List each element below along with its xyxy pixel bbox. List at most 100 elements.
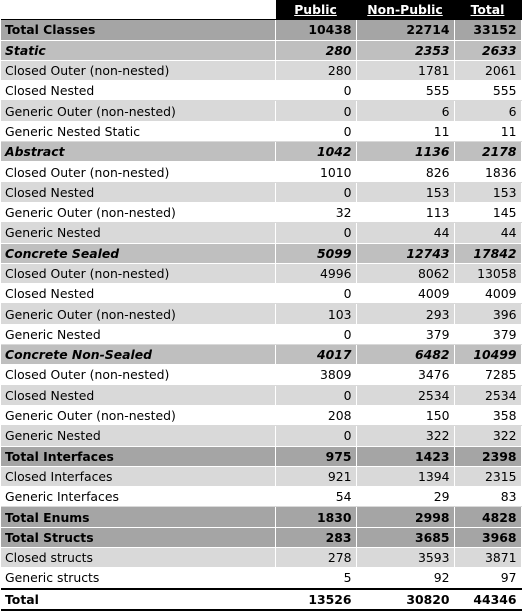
non-public-value: 2534	[356, 385, 455, 406]
total-value: 4828	[454, 506, 522, 528]
public-value: 32	[275, 202, 357, 224]
row-label: Closed Nested	[1, 182, 276, 203]
table-row: Total Classes 10438 22714 33152	[1, 19, 522, 41]
non-public-value: 153	[356, 182, 455, 203]
public-value: 0	[275, 100, 357, 122]
total-value: 6	[454, 100, 522, 122]
total-value: 2178	[454, 141, 522, 163]
row-label: Generic Outer (non-nested)	[1, 303, 276, 325]
non-public-value: 379	[356, 324, 455, 346]
table-row: Generic Outer (non-nested) 0 6 6	[1, 100, 522, 122]
row-label: Concrete Non-Sealed	[1, 344, 276, 366]
row-label: Closed structs	[1, 547, 276, 569]
total-value: 2061	[454, 60, 522, 82]
table-row: Abstract 1042 1136 2178	[1, 141, 522, 163]
row-label: Closed Interfaces	[1, 466, 276, 488]
non-public-value: 11	[356, 121, 455, 143]
table-row: Generic Outer (non-nested) 208 150 358	[1, 405, 522, 427]
public-value: 5099	[275, 243, 357, 264]
row-label: Total Enums	[1, 506, 276, 528]
row-label: Generic Interfaces	[1, 486, 276, 508]
row-label: Closed Nested	[1, 283, 276, 305]
total-value: 2633	[454, 40, 522, 61]
non-public-value: 293	[356, 303, 455, 325]
public-value: 4996	[275, 263, 357, 285]
total-value: 396	[454, 303, 522, 325]
table-row: Generic Nested 0 379 379	[1, 324, 522, 346]
row-label: Generic structs	[1, 567, 276, 590]
table-row: Generic structs 5 92 97	[1, 567, 522, 590]
non-public-value: 3476	[356, 364, 455, 386]
total-value: 44	[454, 222, 522, 244]
row-label: Closed Outer (non-nested)	[1, 60, 276, 82]
row-label: Generic Outer (non-nested)	[1, 405, 276, 427]
public-value: 0	[275, 425, 357, 447]
row-label: Generic Outer (non-nested)	[1, 100, 276, 122]
public-value: 0	[275, 222, 357, 244]
table-row: Total Structs 283 3685 3968	[1, 527, 522, 549]
row-label: Total Classes	[1, 19, 276, 41]
public-value: 54	[275, 486, 357, 508]
non-public-value: 8062	[356, 263, 455, 285]
total-value: 83	[454, 486, 522, 508]
table-row: Closed Nested 0 153 153	[1, 182, 522, 203]
non-public-value: 44	[356, 222, 455, 244]
public-value: 278	[275, 547, 357, 569]
table-row: Closed Interfaces 921 1394 2315	[1, 466, 522, 488]
table-row: Total Enums 1830 2998 4828	[1, 506, 522, 528]
non-public-value: 2998	[356, 506, 455, 528]
row-label: Generic Nested Static	[1, 121, 276, 143]
total-value: 3968	[454, 527, 522, 549]
non-public-value: 3685	[356, 527, 455, 549]
table-row: Total Interfaces 975 1423 2398	[1, 446, 522, 467]
table-row: Generic Outer (non-nested) 103 293 396	[1, 303, 522, 325]
public-value: 1010	[275, 161, 357, 183]
row-label: Generic Nested	[1, 425, 276, 447]
table-row: Closed Nested 0 4009 4009	[1, 283, 522, 305]
total-value: 358	[454, 405, 522, 427]
total-value: 4009	[454, 283, 522, 305]
public-value: 0	[275, 385, 357, 406]
public-value: 0	[275, 324, 357, 346]
public-value: 5	[275, 567, 357, 590]
table-row: Closed Outer (non-nested) 4996 8062 1305…	[1, 263, 522, 285]
row-label: Static	[1, 40, 276, 61]
total-value: 33152	[454, 19, 522, 41]
table-row: Closed Nested 0 2534 2534	[1, 385, 522, 406]
table-row: Concrete Non-Sealed 4017 6482 10499	[1, 344, 522, 366]
public-value: 0	[275, 121, 357, 143]
row-label: Closed Outer (non-nested)	[1, 364, 276, 386]
non-public-value: 3593	[356, 547, 455, 569]
public-value: 4017	[275, 344, 357, 366]
public-value: 975	[275, 446, 357, 467]
row-label: Abstract	[1, 141, 276, 163]
total-value: 1836	[454, 161, 522, 183]
row-label: Generic Outer (non-nested)	[1, 202, 276, 224]
public-value: 283	[275, 527, 357, 549]
total-value: 13058	[454, 263, 522, 285]
public-value: 0	[275, 182, 357, 203]
table-row: Closed Outer (non-nested) 3809 3476 7285	[1, 364, 522, 386]
total-value: 2315	[454, 466, 522, 488]
table-row: Static 280 2353 2633	[1, 40, 522, 61]
total-value: 97	[454, 567, 522, 590]
grand-total-row: Total 13526 30820 44346	[1, 587, 522, 611]
header-corner	[1, 0, 276, 21]
table-row: Generic Nested 0 44 44	[1, 222, 522, 244]
public-value: 1830	[275, 506, 357, 528]
non-public-value: 22714	[356, 19, 455, 41]
non-public-value: 150	[356, 405, 455, 427]
non-public-value: 6482	[356, 344, 455, 366]
non-public-value: 30820	[356, 587, 455, 611]
row-label: Total Interfaces	[1, 446, 276, 467]
total-value: 555	[454, 80, 522, 102]
table-row: Concrete Sealed 5099 12743 17842	[1, 243, 522, 264]
table-row: Generic Nested 0 322 322	[1, 425, 522, 447]
table-row: Closed structs 278 3593 3871	[1, 547, 522, 569]
total-value: 7285	[454, 364, 522, 386]
row-label: Total	[1, 587, 276, 611]
non-public-value: 29	[356, 486, 455, 508]
non-public-value: 12743	[356, 243, 455, 264]
